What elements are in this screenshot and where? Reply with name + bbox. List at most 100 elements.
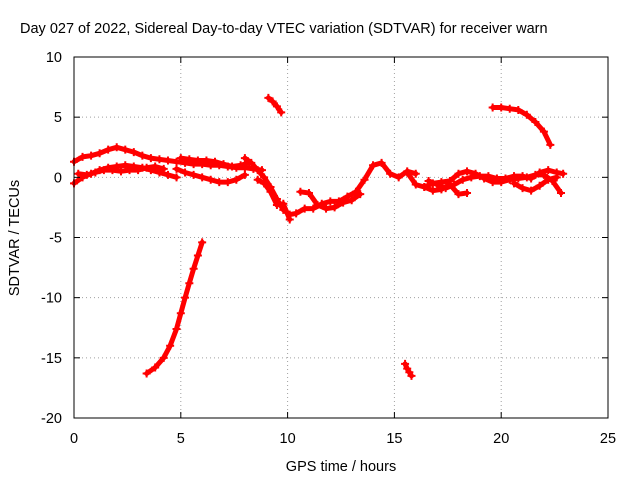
data-point <box>82 170 91 179</box>
data-point <box>386 169 395 178</box>
data-point <box>163 156 172 165</box>
data-point <box>527 186 536 195</box>
data-point <box>121 145 130 154</box>
data-point <box>369 161 378 170</box>
x-tick-label: 20 <box>493 431 509 447</box>
data-point <box>501 174 510 183</box>
data-point <box>272 102 281 111</box>
data-point <box>411 169 420 178</box>
data-point <box>240 154 249 163</box>
data-point <box>87 151 96 160</box>
data-point <box>518 184 527 193</box>
x-tick-label: 0 <box>70 431 78 447</box>
data-point <box>535 181 544 190</box>
data-point <box>146 154 155 163</box>
data-point <box>215 178 224 187</box>
data-point <box>99 166 108 175</box>
data-point <box>91 168 100 177</box>
data-point <box>433 180 442 189</box>
data-point <box>198 173 207 182</box>
data-point <box>78 152 87 161</box>
data-point <box>181 293 190 302</box>
data-point <box>121 161 130 170</box>
data-point <box>159 353 168 362</box>
data-point <box>176 154 185 163</box>
data-point <box>185 155 194 164</box>
data-point <box>172 324 181 333</box>
data-point <box>296 187 305 196</box>
data-point <box>300 204 309 213</box>
data-point <box>193 251 202 260</box>
data-point <box>510 172 519 181</box>
data-point <box>356 190 365 199</box>
series-track-d <box>172 164 249 187</box>
data-point <box>285 215 294 224</box>
series-track-h <box>296 187 365 213</box>
chart-title: Day 027 of 2022, Sidereal Day-to-day VTE… <box>20 21 548 37</box>
data-point <box>138 151 147 160</box>
data-point <box>527 174 536 183</box>
data-point <box>272 201 281 210</box>
data-point <box>142 369 151 378</box>
data-point <box>240 170 249 179</box>
data-point <box>544 166 553 175</box>
data-point <box>264 93 273 102</box>
data-point <box>172 157 181 166</box>
data-point <box>347 196 356 205</box>
x-tick-label: 10 <box>280 431 296 447</box>
data-point <box>546 140 555 149</box>
data-point <box>552 173 561 182</box>
data-point <box>339 198 348 207</box>
data-point <box>151 162 160 171</box>
data-point <box>236 161 245 170</box>
data-point <box>394 173 403 182</box>
data-point <box>247 158 256 167</box>
data-point <box>544 175 553 184</box>
data-point <box>557 188 566 197</box>
data-point <box>279 199 288 208</box>
data-point <box>260 179 269 188</box>
data-point <box>112 143 121 152</box>
data-point <box>253 175 262 184</box>
data-point <box>159 164 168 173</box>
data-point <box>232 175 241 184</box>
data-point <box>411 180 420 189</box>
data-point <box>176 309 185 318</box>
data-point <box>210 157 219 166</box>
data-point <box>108 166 117 175</box>
data-point <box>313 201 322 210</box>
data-point <box>166 341 175 350</box>
series-track-track-n <box>265 95 284 115</box>
data-point <box>518 172 527 181</box>
data-point <box>277 108 286 117</box>
x-tick-label: 5 <box>177 431 185 447</box>
series-track-l <box>510 173 561 195</box>
data-point <box>454 169 463 178</box>
y-tick-label: 10 <box>46 50 62 66</box>
data-point <box>467 173 476 182</box>
data-point <box>304 188 313 197</box>
data-point <box>531 117 540 126</box>
data-point <box>142 163 151 172</box>
y-tick-label: -20 <box>41 411 62 427</box>
data-points <box>70 93 568 380</box>
data-point <box>539 127 548 136</box>
data-point <box>428 186 437 195</box>
data-point <box>134 166 143 175</box>
data-point <box>219 160 228 169</box>
data-point <box>475 172 484 181</box>
data-point <box>292 209 301 218</box>
data-point <box>189 264 198 273</box>
data-point <box>454 190 463 199</box>
data-point <box>424 176 433 185</box>
data-point <box>326 197 335 206</box>
data-point <box>198 238 207 247</box>
data-point <box>268 97 277 106</box>
x-tick-label: 25 <box>600 431 616 447</box>
y-tick-label: -5 <box>49 231 62 247</box>
x-tick-label: 15 <box>386 431 402 447</box>
series-track-track-o <box>402 361 414 379</box>
data-point <box>401 359 410 368</box>
